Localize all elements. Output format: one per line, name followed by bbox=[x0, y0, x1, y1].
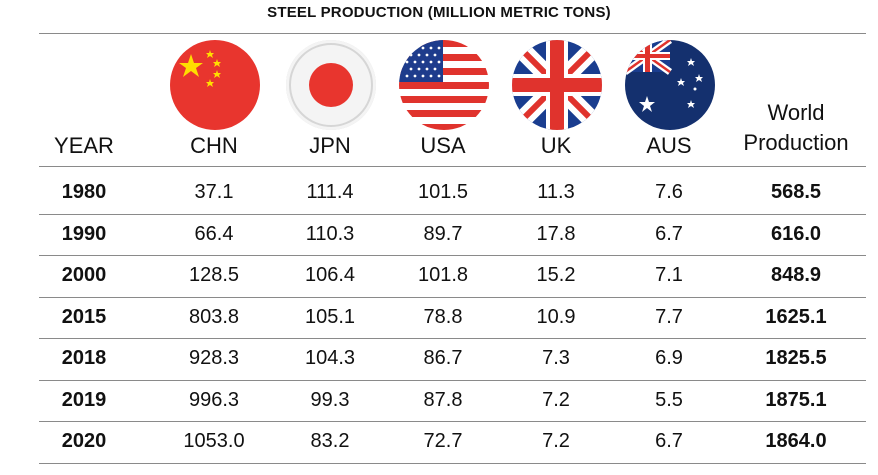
cell-jpn: 106.4 bbox=[304, 264, 356, 286]
cell-chn: 996.3 bbox=[188, 388, 240, 411]
usa-flag-icon bbox=[399, 40, 489, 130]
cell-world: 1864.0 bbox=[765, 430, 827, 452]
cell-world: 568.5 bbox=[770, 181, 822, 203]
cell-chn: 66.4 bbox=[194, 222, 234, 245]
cell-year: 2020 bbox=[61, 430, 107, 452]
cell-year: 1990 bbox=[61, 222, 107, 245]
header-world-line2: Production bbox=[743, 130, 849, 155]
australia-flag-icon bbox=[625, 40, 715, 130]
cell-usa: 101.8 bbox=[417, 264, 469, 286]
cell-year: 2015 bbox=[61, 305, 107, 328]
japan-flag-icon bbox=[286, 40, 376, 130]
cell-chn: 928.3 bbox=[188, 347, 240, 369]
cell-chn: 1053.0 bbox=[183, 430, 245, 452]
cell-aus: 7.7 bbox=[655, 305, 683, 328]
chart-title: STEEL PRODUCTION (MILLION METRIC TONS) bbox=[267, 4, 611, 21]
cell-year: 2018 bbox=[61, 347, 107, 369]
row-rule bbox=[39, 214, 866, 215]
cell-chn: 37.1 bbox=[194, 181, 234, 203]
cell-jpn: 111.4 bbox=[306, 181, 354, 203]
cell-jpn: 104.3 bbox=[304, 347, 356, 369]
cell-aus: 7.1 bbox=[655, 264, 683, 286]
cell-uk: 11.3 bbox=[537, 181, 575, 203]
top-rule bbox=[39, 33, 866, 34]
cell-world: 1625.1 bbox=[765, 305, 827, 328]
cell-chn: 128.5 bbox=[188, 264, 240, 286]
row-rule bbox=[39, 297, 866, 298]
cell-year: 1980 bbox=[61, 181, 107, 203]
header-year: YEAR bbox=[54, 133, 114, 158]
cell-chn: 803.8 bbox=[188, 305, 240, 328]
cell-uk: 17.8 bbox=[536, 222, 576, 245]
china-flag-icon bbox=[170, 40, 260, 130]
cell-jpn: 105.1 bbox=[304, 305, 356, 328]
cell-uk: 10.9 bbox=[536, 305, 576, 328]
cell-world: 1875.1 bbox=[765, 388, 827, 411]
cell-world: 1825.5 bbox=[765, 347, 827, 369]
header-world-production: World Production bbox=[732, 100, 860, 156]
cell-aus: 6.7 bbox=[655, 430, 683, 452]
cell-usa: 101.5 bbox=[417, 181, 469, 203]
cell-usa: 89.7 bbox=[423, 222, 463, 245]
cell-aus: 6.9 bbox=[655, 347, 683, 369]
header-usa: USA bbox=[420, 133, 466, 158]
header-world-line1: World bbox=[767, 100, 825, 125]
cell-usa: 87.8 bbox=[423, 388, 463, 411]
header-rule bbox=[39, 166, 866, 167]
row-rule bbox=[39, 255, 866, 256]
row-rule bbox=[39, 338, 866, 339]
cell-jpn: 83.2 bbox=[310, 430, 350, 452]
cell-year: 2000 bbox=[61, 264, 107, 286]
cell-world: 616.0 bbox=[770, 222, 822, 245]
header-uk: UK bbox=[540, 133, 572, 158]
header-aus: AUS bbox=[646, 133, 692, 158]
header-chn: CHN bbox=[190, 133, 238, 158]
uk-flag-icon bbox=[512, 40, 602, 130]
header-jpn: JPN bbox=[309, 133, 351, 158]
cell-jpn: 99.3 bbox=[310, 388, 350, 411]
row-rule bbox=[39, 380, 866, 381]
cell-uk: 15.2 bbox=[536, 264, 576, 286]
cell-aus: 5.5 bbox=[655, 388, 683, 411]
row-rule bbox=[39, 463, 866, 464]
cell-uk: 7.2 bbox=[542, 430, 570, 452]
cell-uk: 7.2 bbox=[542, 388, 570, 411]
cell-uk: 7.3 bbox=[542, 347, 570, 369]
cell-world: 848.9 bbox=[770, 264, 822, 286]
cell-usa: 72.7 bbox=[423, 430, 463, 452]
cell-usa: 86.7 bbox=[423, 347, 463, 369]
cell-year: 2019 bbox=[61, 388, 107, 411]
cell-aus: 6.7 bbox=[655, 222, 683, 245]
row-rule bbox=[39, 421, 866, 422]
cell-usa: 78.8 bbox=[423, 305, 463, 328]
cell-aus: 7.6 bbox=[655, 181, 683, 203]
cell-jpn: 110.3 bbox=[305, 222, 355, 245]
